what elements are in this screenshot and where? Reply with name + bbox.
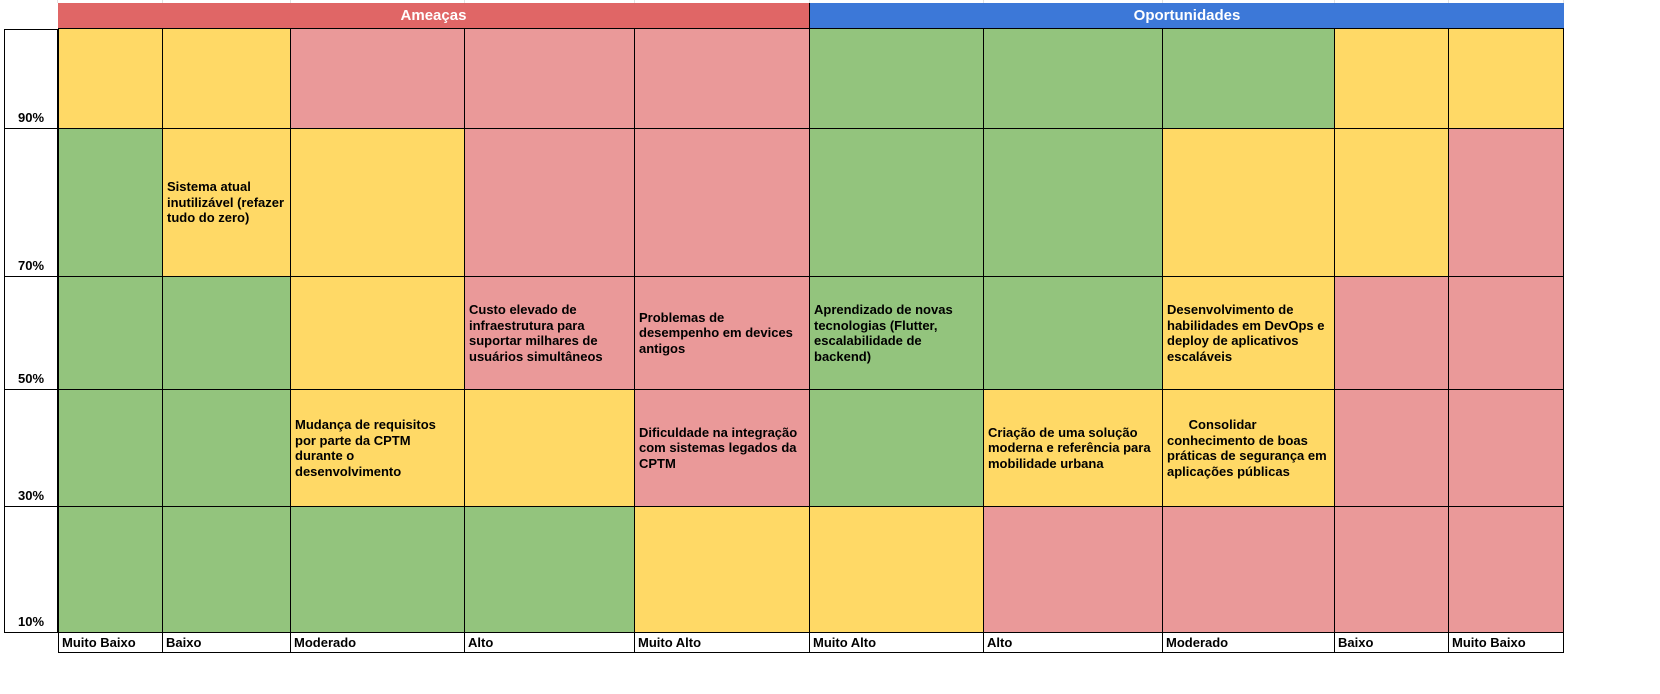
sheet-gridline bbox=[634, 0, 635, 3]
matrix-cell[interactable] bbox=[1335, 29, 1449, 129]
matrix-cell[interactable] bbox=[291, 507, 465, 633]
matrix-cell[interactable] bbox=[1335, 277, 1449, 390]
matrix-cell[interactable] bbox=[163, 29, 291, 129]
probability-label[interactable]: 90% bbox=[4, 29, 58, 129]
risk-cell[interactable]: Custo elevado de infraestrutura para sup… bbox=[465, 277, 635, 390]
opportunities-header: Oportunidades bbox=[810, 3, 1564, 29]
impact-label[interactable]: Muito Alto bbox=[635, 633, 810, 653]
matrix-cell[interactable] bbox=[984, 277, 1163, 390]
sheet-gridline bbox=[983, 0, 984, 3]
matrix-cell[interactable] bbox=[1449, 29, 1564, 129]
impact-label[interactable]: Muito Alto bbox=[810, 633, 984, 653]
sheet-gridline bbox=[1563, 0, 1564, 3]
matrix-cell[interactable] bbox=[58, 29, 163, 129]
matrix-cell[interactable] bbox=[810, 507, 984, 633]
matrix-cell[interactable] bbox=[1449, 129, 1564, 277]
risk-cell[interactable]: Dificuldade na integração com sistemas l… bbox=[635, 390, 810, 507]
matrix-cell[interactable] bbox=[1449, 390, 1564, 507]
matrix-cell[interactable] bbox=[810, 390, 984, 507]
risk-cell[interactable]: Consolidar conhecimento de boas práticas… bbox=[1163, 390, 1335, 507]
risk-cell[interactable]: Sistema atual inutilizável (refazer tudo… bbox=[163, 129, 291, 277]
matrix-cell[interactable] bbox=[58, 277, 163, 390]
matrix-cell[interactable] bbox=[810, 29, 984, 129]
sheet-gridline bbox=[1162, 0, 1163, 3]
matrix-cell[interactable] bbox=[465, 390, 635, 507]
matrix-cell[interactable] bbox=[465, 129, 635, 277]
risk-cell[interactable]: Criação de uma solução moderna e referên… bbox=[984, 390, 1163, 507]
risk-cell[interactable]: Problemas de desempenho em devices antig… bbox=[635, 277, 810, 390]
matrix-cell[interactable] bbox=[465, 507, 635, 633]
impact-label[interactable]: Muito Baixo bbox=[58, 633, 163, 653]
matrix-cell[interactable] bbox=[465, 29, 635, 129]
matrix-cell[interactable] bbox=[635, 29, 810, 129]
impact-label[interactable]: Moderado bbox=[1163, 633, 1335, 653]
probability-label[interactable]: 70% bbox=[4, 129, 58, 277]
sheet-gridline bbox=[290, 0, 291, 3]
matrix-cell[interactable] bbox=[291, 277, 465, 390]
matrix-cell[interactable] bbox=[58, 390, 163, 507]
impact-label[interactable]: Moderado bbox=[291, 633, 465, 653]
matrix-cell[interactable] bbox=[1163, 507, 1335, 633]
sheet-gridline bbox=[57, 0, 58, 3]
matrix-cell[interactable] bbox=[1335, 129, 1449, 277]
sheet-gridline bbox=[809, 0, 810, 3]
matrix-cell[interactable] bbox=[810, 129, 984, 277]
matrix-cell[interactable] bbox=[984, 507, 1163, 633]
matrix-cell[interactable] bbox=[1163, 129, 1335, 277]
matrix-cell[interactable] bbox=[163, 277, 291, 390]
matrix-cell[interactable] bbox=[1335, 390, 1449, 507]
impact-label[interactable]: Alto bbox=[465, 633, 635, 653]
sheet-gridline bbox=[464, 0, 465, 3]
matrix-cell[interactable] bbox=[984, 129, 1163, 277]
matrix-cell[interactable] bbox=[1163, 29, 1335, 129]
matrix-cell[interactable] bbox=[635, 129, 810, 277]
impact-label[interactable]: Alto bbox=[984, 633, 1163, 653]
sheet-gridline bbox=[1448, 0, 1449, 3]
matrix-cell[interactable] bbox=[58, 507, 163, 633]
matrix-cell[interactable] bbox=[1449, 507, 1564, 633]
probability-label[interactable]: 50% bbox=[4, 277, 58, 390]
matrix-cell[interactable] bbox=[291, 29, 465, 129]
probability-label[interactable]: 10% bbox=[4, 507, 58, 633]
risk-cell[interactable]: Mudança de requisitos por parte da CPTM … bbox=[291, 390, 465, 507]
matrix-cell[interactable] bbox=[291, 129, 465, 277]
matrix-cell[interactable] bbox=[163, 390, 291, 507]
matrix-cell[interactable] bbox=[635, 507, 810, 633]
risk-cell[interactable]: Desenvolvimento de habilidades em DevOps… bbox=[1163, 277, 1335, 390]
matrix-cell[interactable] bbox=[1335, 507, 1449, 633]
matrix-cell[interactable] bbox=[163, 507, 291, 633]
matrix-cell[interactable] bbox=[984, 29, 1163, 129]
matrix-cell[interactable] bbox=[1449, 277, 1564, 390]
threats-header: Ameaças bbox=[58, 3, 810, 29]
sheet-gridline bbox=[162, 0, 163, 3]
sheet-gridline bbox=[1334, 0, 1335, 3]
matrix-cell[interactable] bbox=[58, 129, 163, 277]
impact-label[interactable]: Baixo bbox=[163, 633, 291, 653]
impact-label[interactable]: Baixo bbox=[1335, 633, 1449, 653]
risk-cell[interactable]: Aprendizado de novas tecnologias (Flutte… bbox=[810, 277, 984, 390]
impact-label[interactable]: Muito Baixo bbox=[1449, 633, 1564, 653]
probability-label[interactable]: 30% bbox=[4, 390, 58, 507]
